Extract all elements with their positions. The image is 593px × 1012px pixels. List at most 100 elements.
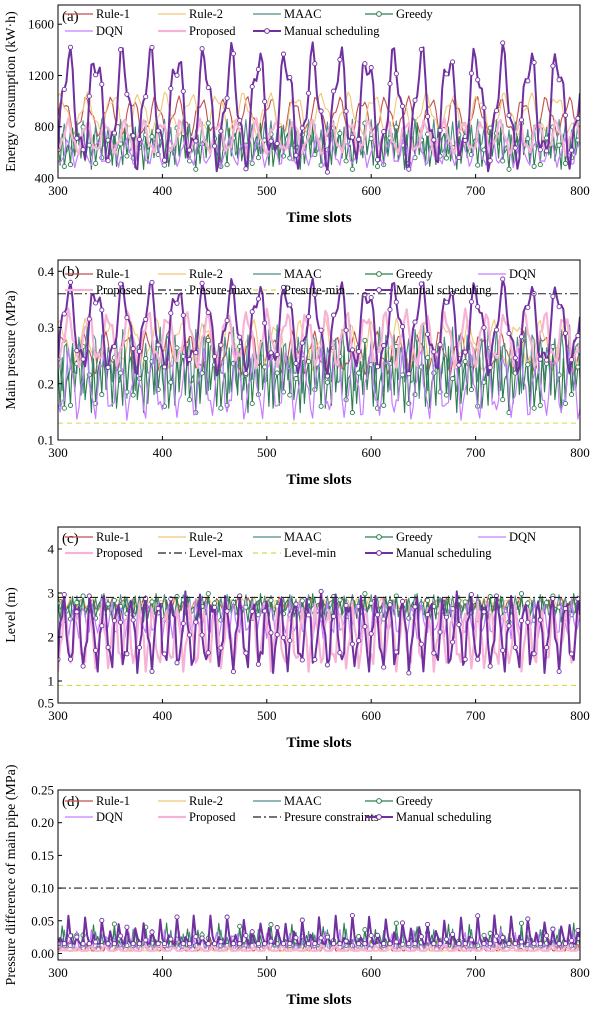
- series-marker-manual-scheduling: [575, 333, 580, 339]
- series-marker-manual-scheduling: [487, 364, 493, 371]
- series-marker-manual-scheduling: [512, 145, 518, 151]
- series-marker-manual-scheduling: [174, 300, 180, 306]
- series-marker-manual-scheduling: [136, 644, 142, 651]
- series-marker-manual-scheduling: [418, 46, 424, 52]
- series-marker-manual-scheduling: [437, 941, 443, 947]
- x-tick-label: 400: [153, 445, 173, 460]
- series-marker-manual-scheduling: [475, 656, 481, 662]
- series-marker-manual-scheduling: [462, 656, 468, 662]
- y-tick-label: 0.1: [38, 433, 54, 448]
- series-marker-greedy: [193, 166, 199, 172]
- series-marker-manual-scheduling: [374, 932, 381, 938]
- series-marker-greedy: [205, 120, 211, 126]
- series-marker-manual-scheduling: [318, 588, 324, 594]
- legend-label: Proposed: [96, 546, 143, 560]
- series-marker-manual-scheduling: [425, 921, 431, 927]
- series-marker-manual-scheduling: [418, 281, 424, 287]
- legend-label: Manual scheduling: [284, 24, 380, 38]
- legend-label: DQN: [509, 267, 536, 281]
- series-marker-manual-scheduling: [500, 935, 506, 941]
- series-marker-greedy: [130, 392, 136, 398]
- series-marker-manual-scheduling: [111, 618, 117, 624]
- series-marker-manual-scheduling: [312, 941, 318, 947]
- panel-1: 300 400 500 600 700 800 0.1 0.2 0.3 0.4 Time slots…: [4, 259, 590, 488]
- y-axis-label: Main pressure (MPa): [4, 290, 19, 409]
- series-marker-manual-scheduling: [318, 327, 324, 333]
- series-marker-manual-scheduling: [368, 65, 374, 71]
- series-marker-manual-scheduling: [255, 66, 261, 72]
- y-tick-label: 1: [48, 674, 55, 689]
- series-marker-manual-scheduling: [299, 657, 305, 663]
- series-marker-manual-scheduling: [525, 916, 531, 922]
- series-marker-manual-scheduling: [255, 941, 261, 947]
- series-marker-manual-scheduling: [393, 299, 399, 305]
- series-marker-manual-scheduling: [356, 638, 362, 644]
- x-tick-label: 600: [361, 445, 381, 460]
- y-tick-label: 1200: [28, 68, 54, 83]
- legend-label: DQN: [96, 810, 123, 824]
- series-marker-manual-scheduling: [105, 644, 111, 650]
- series-marker-manual-scheduling: [324, 169, 330, 175]
- series-marker-manual-scheduling: [493, 327, 500, 333]
- series-marker-manual-scheduling: [487, 663, 493, 669]
- series-marker-greedy: [111, 597, 117, 603]
- series-marker-manual-scheduling: [437, 342, 443, 348]
- series-marker-manual-scheduling: [556, 77, 562, 83]
- legend-label: MAAC: [284, 7, 322, 21]
- series-marker-greedy: [525, 136, 531, 142]
- series-marker-manual-scheduling: [136, 348, 142, 354]
- y-tick-label: 800: [35, 119, 55, 134]
- series-marker-manual-scheduling: [74, 348, 80, 354]
- series-marker-manual-scheduling: [99, 81, 105, 87]
- series-marker-manual-scheduling: [462, 941, 468, 947]
- series-marker-manual-scheduling: [268, 138, 274, 144]
- series-marker-manual-scheduling: [280, 635, 287, 641]
- series-marker-manual-scheduling: [381, 343, 387, 349]
- series-marker-manual-scheduling: [306, 612, 312, 618]
- series-line-manual-scheduling: [58, 590, 580, 674]
- series-marker-manual-scheduling: [193, 619, 199, 625]
- series-marker-greedy: [537, 162, 543, 168]
- series-marker-greedy: [124, 153, 130, 159]
- series-marker-greedy: [186, 397, 193, 403]
- x-tick-label: 300: [48, 183, 68, 198]
- series-marker-manual-scheduling: [493, 933, 500, 939]
- series-marker-manual-scheduling: [525, 619, 531, 625]
- series-marker-manual-scheduling: [299, 340, 305, 346]
- series-marker-manual-scheduling: [456, 622, 462, 628]
- series-marker-manual-scheduling: [487, 941, 493, 947]
- x-tick-label: 400: [153, 708, 173, 723]
- x-tick-label: 700: [466, 965, 486, 980]
- series-marker-manual-scheduling: [393, 939, 399, 945]
- series-marker-greedy: [174, 594, 180, 600]
- series-marker-manual-scheduling: [287, 637, 293, 644]
- series-marker-manual-scheduling: [193, 138, 199, 144]
- series-marker-manual-scheduling: [324, 373, 330, 379]
- series-marker-manual-scheduling: [61, 86, 67, 92]
- y-tick-label: 0.25: [31, 783, 54, 798]
- series-marker-greedy: [462, 599, 468, 605]
- legend-label: Greedy: [396, 794, 434, 808]
- series-marker-greedy: [205, 591, 211, 597]
- series-marker-manual-scheduling: [468, 591, 474, 598]
- series-marker-manual-scheduling: [537, 356, 543, 362]
- series-marker-manual-scheduling: [544, 644, 550, 651]
- y-tick-label: 0.10: [31, 881, 54, 896]
- series-marker-greedy: [550, 343, 556, 350]
- series-marker-manual-scheduling: [506, 941, 512, 947]
- series-marker-greedy: [425, 597, 431, 603]
- y-tick-label: 0.4: [38, 264, 55, 279]
- series-marker-manual-scheduling: [569, 937, 575, 944]
- series-marker-manual-scheduling: [312, 657, 318, 663]
- series-marker-greedy: [362, 927, 368, 933]
- legend-label: Manual scheduling: [396, 283, 492, 297]
- legend-label: Rule-2: [189, 530, 223, 544]
- series-marker-manual-scheduling: [280, 941, 287, 947]
- legend-label: Greedy: [396, 7, 434, 21]
- x-axis-label: Time slots: [286, 992, 351, 1008]
- series-marker-manual-scheduling: [349, 641, 355, 647]
- series-line-proposed: [58, 943, 580, 952]
- series-marker-manual-scheduling: [443, 71, 449, 77]
- series-marker-manual-scheduling: [80, 147, 86, 153]
- panel-letter: (c): [62, 531, 79, 547]
